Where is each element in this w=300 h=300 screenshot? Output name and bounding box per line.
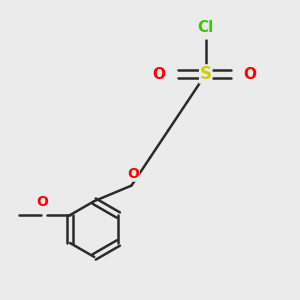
Text: O: O — [127, 167, 139, 181]
Text: S: S — [200, 65, 212, 83]
Text: O: O — [36, 195, 48, 209]
Text: Cl: Cl — [198, 20, 214, 35]
Text: O: O — [243, 67, 256, 82]
Text: O: O — [152, 67, 166, 82]
